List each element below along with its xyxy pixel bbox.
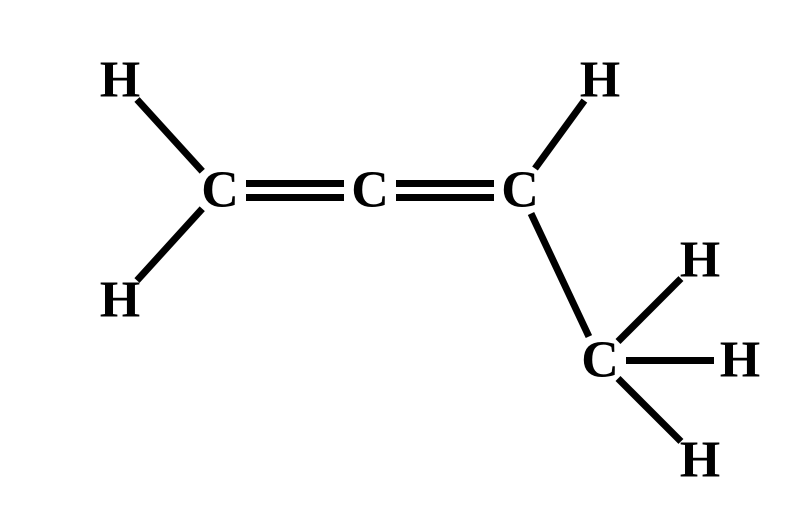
atom-c: C <box>351 161 389 220</box>
bond-line <box>616 276 684 344</box>
bond-line <box>246 194 344 201</box>
bond-line <box>528 212 592 338</box>
atom-h: H <box>680 231 720 290</box>
watermark-text: ©5terka.com <box>0 232 6 346</box>
bond-line <box>532 99 587 171</box>
atom-h: H <box>100 51 140 110</box>
bond-line <box>135 97 205 173</box>
bond-line <box>396 194 494 201</box>
bond-line <box>616 376 684 444</box>
atom-h: H <box>100 271 140 330</box>
atom-c: C <box>201 161 239 220</box>
bond-line <box>246 180 344 187</box>
bond-line <box>626 357 714 364</box>
bond-line <box>396 180 494 187</box>
atom-h: H <box>580 51 620 110</box>
chemical-structure-diagram: HHCCCHCHHH <box>0 0 804 526</box>
atom-h: H <box>720 331 760 390</box>
atom-c: C <box>501 161 539 220</box>
bond-line <box>135 207 205 283</box>
atom-h: H <box>680 431 720 490</box>
atom-c: C <box>581 331 619 390</box>
